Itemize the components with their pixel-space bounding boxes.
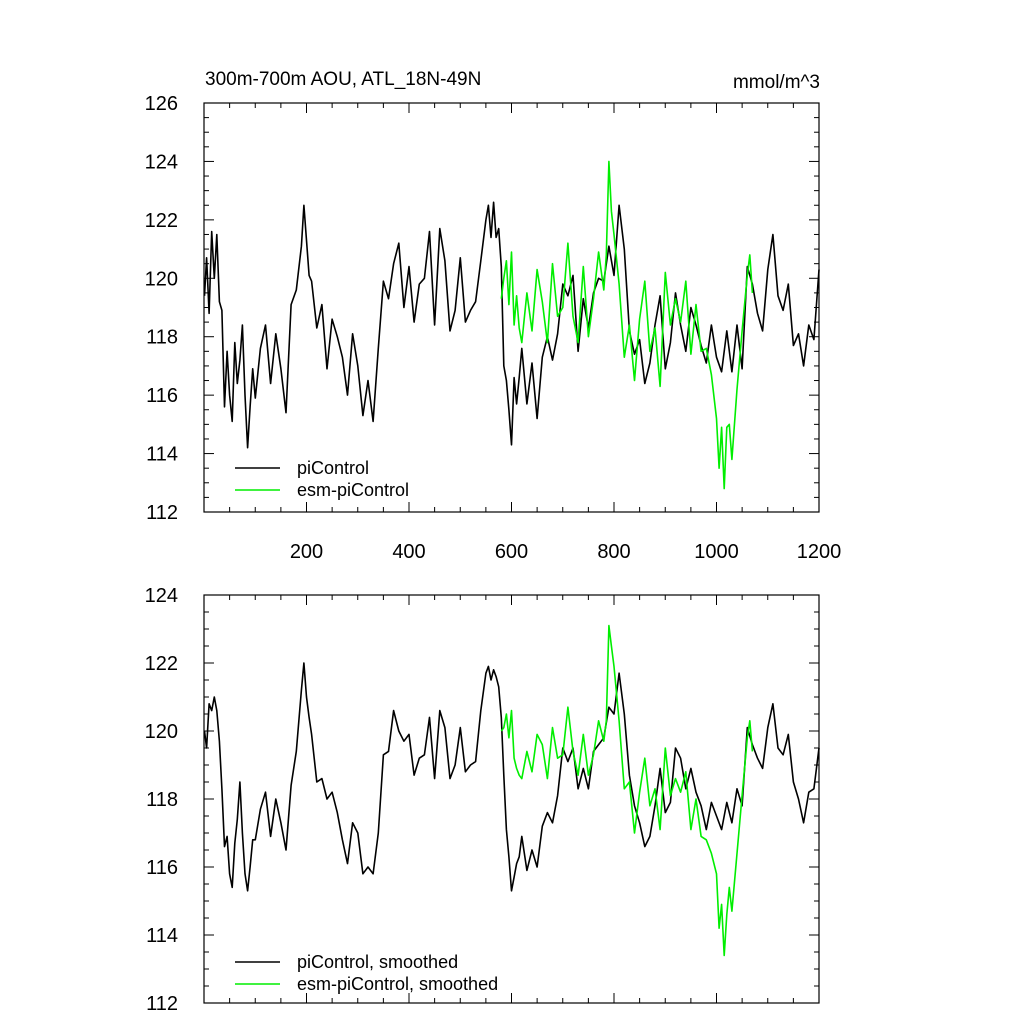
- series-line: [500, 160, 754, 490]
- y-tick-label: 112: [146, 502, 178, 524]
- y-tick-label: 124: [145, 151, 178, 173]
- chart-title: 300m-700m AOU, ATL_18N-49N: [205, 69, 481, 90]
- chart-top: 300m-700m AOU, ATL_18N-49N mmol/m^3 1121…: [145, 69, 842, 563]
- y-tick-label: 120: [145, 268, 178, 290]
- y-tick-label: 118: [146, 327, 178, 349]
- y-tick-label: 124: [145, 585, 178, 607]
- plot-frame: [203, 594, 820, 1004]
- y-tick-label: 114: [146, 925, 178, 947]
- x-tick-label: 1000: [694, 541, 739, 563]
- y-tick-label: 112: [146, 993, 178, 1015]
- legend-label: esm-piControl, smoothed: [297, 974, 498, 994]
- x-tick-label: 200: [290, 541, 323, 563]
- y-tick-label: 116: [146, 385, 178, 407]
- y-tick-label: 114: [146, 444, 178, 466]
- series-line: [203, 201, 820, 449]
- chart-bottom: 112 114 116 118 120 122 124 piControl, smoothed…: [145, 585, 820, 1015]
- x-tick-label: 400: [392, 541, 425, 563]
- legend-label: piControl: [297, 458, 369, 478]
- series-line: [203, 662, 820, 892]
- legend-label: esm-piControl: [297, 480, 409, 500]
- y-tick-label: 116: [146, 857, 178, 879]
- units-label: mmol/m^3: [733, 72, 820, 93]
- y-tick-label: 120: [145, 721, 178, 743]
- x-tick-label: 600: [495, 541, 528, 563]
- plot-frame: [203, 102, 820, 513]
- y-tick-label: 122: [145, 653, 178, 675]
- bottom-plot-area: 112 114 116 118 120 122 124 piControl, smoothed…: [145, 585, 820, 1015]
- top-plot-area: 112 114 116 118 120 122 124 126 200 400 600 800 1000…: [145, 93, 842, 563]
- legend-label: piControl, smoothed: [297, 952, 458, 972]
- y-tick-label: 122: [145, 210, 178, 232]
- y-tick-label: 118: [146, 789, 178, 811]
- y-tick-label: 126: [145, 93, 178, 115]
- x-tick-label: 1200: [797, 541, 842, 563]
- x-tick-label: 800: [597, 541, 630, 563]
- series-line: [500, 624, 754, 957]
